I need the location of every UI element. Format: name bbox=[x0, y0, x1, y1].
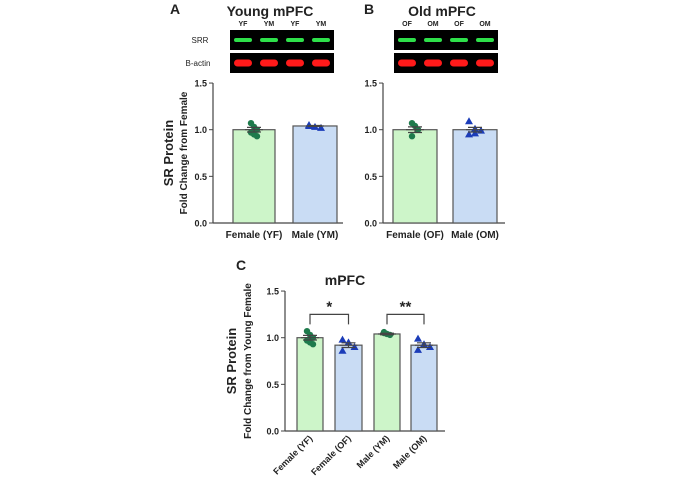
data-point-triangle bbox=[350, 343, 359, 351]
lane-label: OF bbox=[454, 21, 464, 28]
lane-label: OM bbox=[427, 21, 438, 28]
error-bar bbox=[245, 126, 263, 133]
y-axis-subtitle: Fold Change from Female bbox=[179, 91, 190, 214]
bar bbox=[232, 129, 276, 224]
blot-band bbox=[424, 38, 442, 42]
blot-band bbox=[312, 38, 330, 42]
error-bar bbox=[339, 342, 358, 349]
blot-band bbox=[234, 38, 252, 42]
blot-band bbox=[286, 38, 304, 42]
bar bbox=[392, 129, 438, 224]
lane-label: YF bbox=[291, 21, 301, 28]
panel-b: B Old mPFC OF OM OF OM 0.0 0.5 1.0 1.5 Female (OF)… bbox=[364, 1, 505, 241]
data-point-triangle bbox=[338, 346, 347, 354]
blot-band bbox=[260, 59, 278, 67]
blot-actin bbox=[230, 53, 334, 73]
error-bar bbox=[406, 126, 424, 134]
x-tick-label: Male (YM) bbox=[292, 230, 339, 241]
panel-label: B bbox=[364, 1, 374, 17]
y-axis-title: SR Protein bbox=[224, 328, 239, 395]
bar bbox=[373, 333, 401, 432]
error-bar bbox=[466, 126, 484, 133]
y-tick-label: 0.5 bbox=[364, 172, 377, 182]
bar bbox=[292, 125, 338, 224]
y-tick-label: 1.5 bbox=[194, 79, 207, 89]
x-tick-label: Female (OF) bbox=[309, 433, 353, 477]
data-point-triangle bbox=[465, 130, 473, 138]
blot-srr bbox=[230, 30, 334, 50]
lane-label: YM bbox=[264, 21, 275, 28]
blot-srr bbox=[394, 30, 498, 50]
significance-bracket bbox=[386, 313, 425, 325]
data-point-triangle bbox=[414, 334, 422, 342]
bar bbox=[334, 344, 363, 432]
blot-band bbox=[398, 59, 416, 67]
y-tick-label: 1.5 bbox=[266, 287, 279, 297]
significance-label: * bbox=[326, 298, 332, 315]
significance-label: ** bbox=[400, 298, 412, 315]
panel-label: A bbox=[170, 1, 180, 17]
chart-title: mPFC bbox=[325, 272, 365, 288]
panel-label: C bbox=[236, 257, 246, 273]
chart-title: Old mPFC bbox=[408, 3, 476, 19]
blot-band bbox=[398, 38, 416, 42]
blot-band bbox=[312, 59, 330, 67]
blot-band bbox=[260, 38, 278, 42]
y-tick-label: 1.5 bbox=[364, 79, 377, 89]
y-tick-label: 0.5 bbox=[266, 380, 279, 390]
lane-label: OM bbox=[479, 21, 490, 28]
blot-actin bbox=[394, 53, 498, 73]
data-point-triangle bbox=[414, 345, 422, 353]
blot-band bbox=[424, 59, 442, 67]
bar bbox=[452, 129, 498, 224]
error-bar bbox=[301, 334, 319, 341]
lane-label: YM bbox=[316, 21, 327, 28]
bar bbox=[410, 344, 438, 432]
chart-title: Young mPFC bbox=[227, 3, 314, 19]
error-bar bbox=[378, 332, 396, 336]
error-bar bbox=[306, 124, 324, 128]
y-tick-label: 0.0 bbox=[266, 427, 279, 437]
y-axis-subtitle: Fold Change from Young Female bbox=[243, 283, 254, 439]
data-point-triangle bbox=[317, 123, 325, 131]
x-tick-label: Male (OM) bbox=[451, 230, 499, 241]
blot-band bbox=[286, 59, 304, 67]
error-bar bbox=[415, 342, 433, 349]
data-point-circle bbox=[408, 133, 416, 140]
panel-a: A Young mPFC YF YM YF YM SRR B-actin 0.0 0.5 1.0 1.… bbox=[161, 1, 343, 241]
y-tick-label: 1.0 bbox=[266, 333, 279, 343]
y-tick-label: 1.0 bbox=[364, 125, 377, 135]
y-tick-label: 0.5 bbox=[194, 172, 207, 182]
data-point-triangle bbox=[344, 338, 353, 346]
x-tick-label: Female (YF) bbox=[226, 230, 283, 241]
blot-band bbox=[476, 59, 494, 67]
blot-row-label: SRR bbox=[192, 36, 209, 45]
bar bbox=[296, 337, 324, 432]
y-tick-label: 1.0 bbox=[194, 125, 207, 135]
data-point-triangle bbox=[465, 117, 473, 125]
data-point-circle bbox=[253, 133, 261, 140]
y-axis-title: SR Protein bbox=[161, 120, 176, 187]
x-tick-label: Male (YM) bbox=[355, 433, 392, 470]
significance-bracket bbox=[309, 313, 350, 325]
x-tick-label: Female (OF) bbox=[386, 230, 444, 241]
data-point-triangle bbox=[426, 343, 434, 351]
blot-band bbox=[450, 59, 468, 67]
blot-band bbox=[234, 59, 252, 67]
data-point-triangle bbox=[338, 335, 347, 343]
blot-band bbox=[476, 38, 494, 42]
blot-row-label: B-actin bbox=[186, 59, 211, 68]
data-point-circle bbox=[309, 341, 317, 348]
y-tick-label: 0.0 bbox=[194, 219, 207, 229]
data-point-triangle bbox=[471, 129, 479, 137]
y-tick-label: 0.0 bbox=[364, 219, 377, 229]
lane-label: YF bbox=[239, 21, 249, 28]
x-tick-label: Male (OM) bbox=[391, 433, 428, 470]
blot-band bbox=[450, 38, 468, 42]
lane-label: OF bbox=[402, 21, 412, 28]
